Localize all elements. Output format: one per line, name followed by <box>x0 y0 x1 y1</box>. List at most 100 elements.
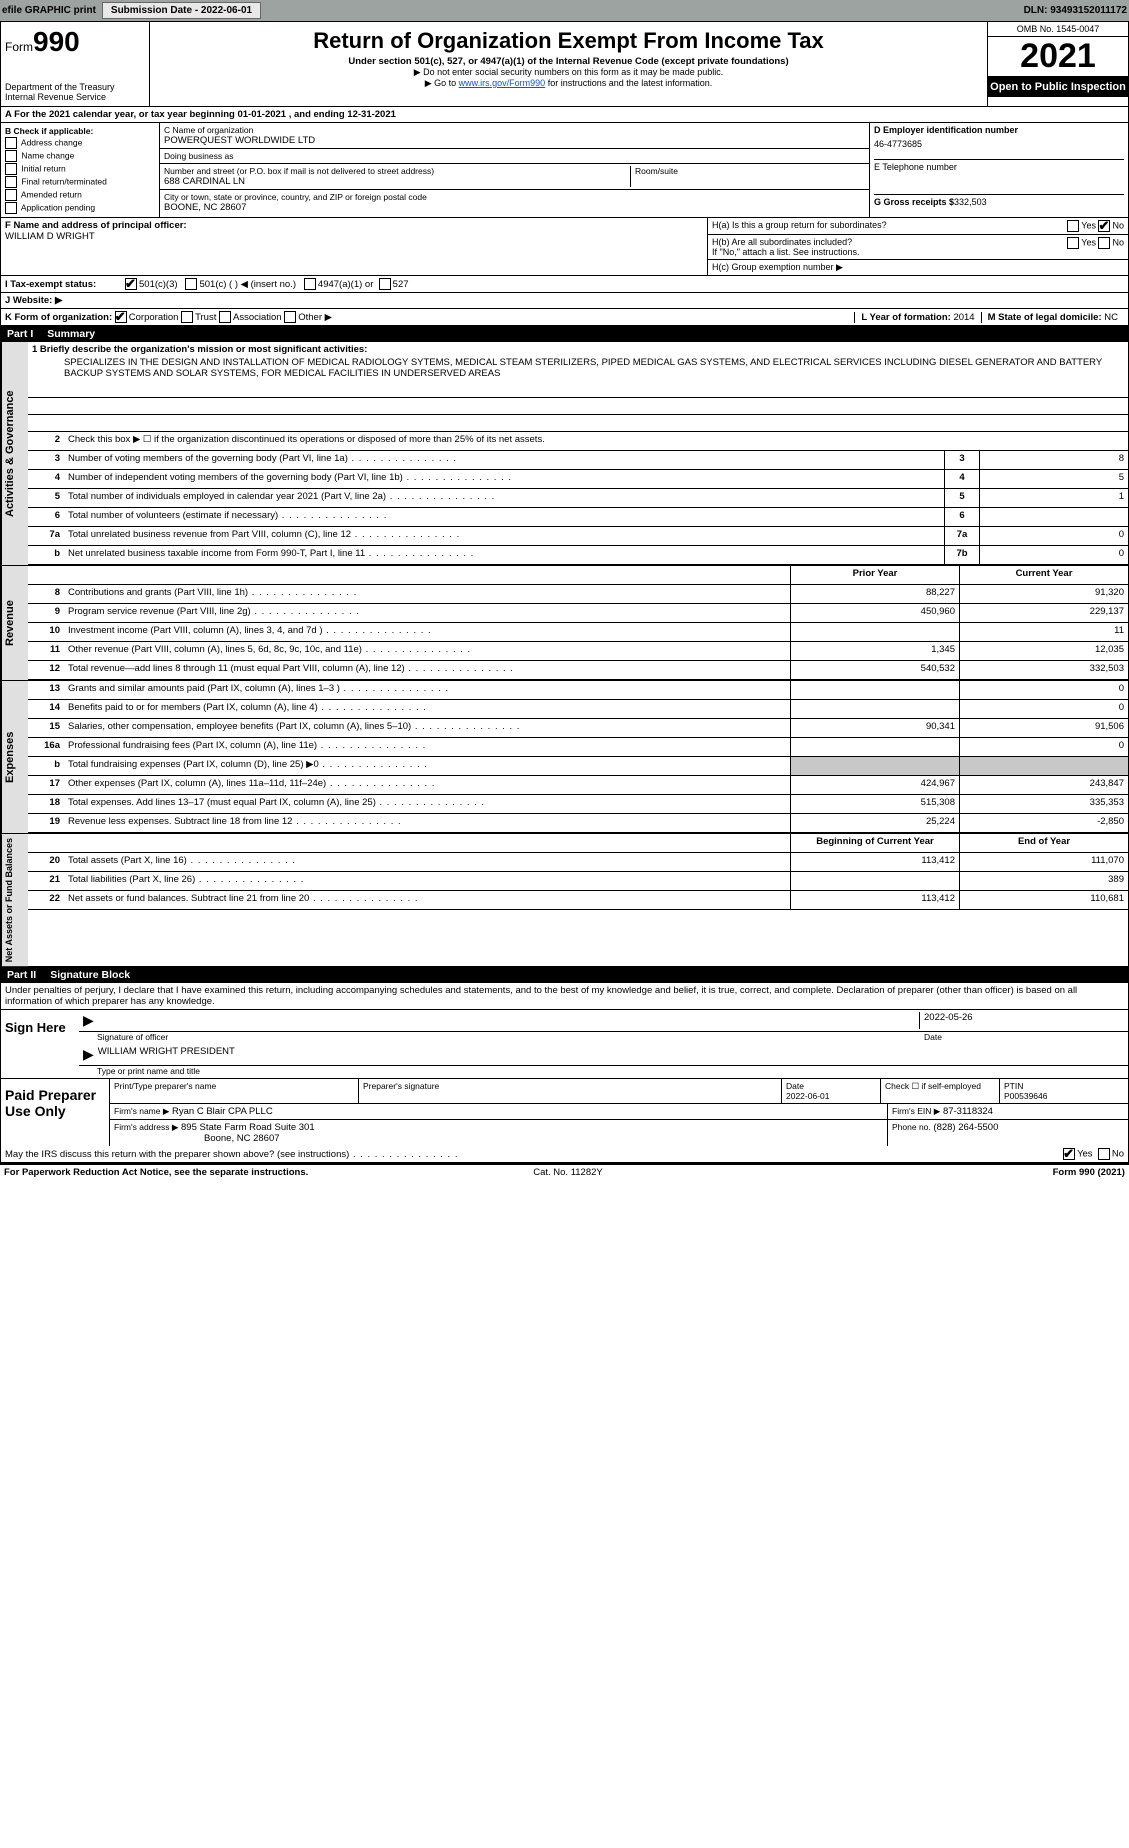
ha-label: H(a) Is this a group return for subordin… <box>712 220 1067 232</box>
block-h: H(a) Is this a group return for subordin… <box>707 218 1128 275</box>
part-ii-subtitle: Signature Block <box>50 969 130 981</box>
i-501c[interactable] <box>185 278 197 290</box>
table-row: 12 Total revenue—add lines 8 through 11 … <box>28 661 1128 680</box>
omb-number: OMB No. 1545-0047 <box>988 22 1128 37</box>
k-assoc[interactable] <box>219 311 231 323</box>
part-i-subtitle: Summary <box>47 328 95 340</box>
b-opt: Address change <box>5 137 155 149</box>
header-right: OMB No. 1545-0047 2021 Open to Public In… <box>987 22 1128 106</box>
form-ref: Form 990 (2021) <box>1053 1167 1125 1178</box>
paid-label: Paid Preparer Use Only <box>1 1079 110 1146</box>
i-527[interactable] <box>379 278 391 290</box>
ha-yes[interactable] <box>1067 220 1079 232</box>
table-row: b Net unrelated business taxable income … <box>28 546 1128 565</box>
b-opt: Application pending <box>5 202 155 214</box>
table-row: 4 Number of independent voting members o… <box>28 470 1128 489</box>
b-opt: Name change <box>5 150 155 162</box>
header-middle: Return of Organization Exempt From Incom… <box>150 22 987 106</box>
dba-label: Doing business as <box>164 151 865 161</box>
pp-date-label: Date <box>786 1081 804 1091</box>
l-label: L Year of formation: <box>861 312 950 323</box>
table-row: 20 Total assets (Part X, line 16) 113,41… <box>28 853 1128 872</box>
efile-topbar: efile GRAPHIC print Submission Date - 20… <box>0 0 1129 21</box>
name-title-label: Type or print name and title <box>79 1066 1128 1078</box>
submission-date-button[interactable]: Submission Date - 2022-06-01 <box>102 2 261 19</box>
b-opt: Amended return <box>5 189 155 201</box>
q1-label: 1 Briefly describe the organization's mi… <box>32 344 367 355</box>
table-row: 9 Program service revenue (Part VIII, li… <box>28 604 1128 623</box>
table-row: 14 Benefits paid to or for members (Part… <box>28 700 1128 719</box>
side-exp: Expenses <box>1 681 28 833</box>
table-row: 3 Number of voting members of the govern… <box>28 451 1128 470</box>
org-name: POWERQUEST WORLDWIDE LTD <box>164 135 865 146</box>
table-row: 5 Total number of individuals employed i… <box>28 489 1128 508</box>
arrow-icon: ▶ <box>83 1046 94 1063</box>
date-label: Date <box>924 1032 1124 1042</box>
table-row: 19 Revenue less expenses. Subtract line … <box>28 814 1128 833</box>
pra-notice: For Paperwork Reduction Act Notice, see … <box>4 1167 308 1178</box>
phone: (828) 264-5500 <box>933 1122 998 1133</box>
dept-label: Department of the Treasury <box>5 82 145 92</box>
k-other[interactable] <box>284 311 296 323</box>
table-row: 21 Total liabilities (Part X, line 26) 3… <box>28 872 1128 891</box>
k-trust[interactable] <box>181 311 193 323</box>
hb-no[interactable] <box>1098 237 1110 249</box>
pp-name-label: Print/Type preparer's name <box>114 1081 216 1091</box>
activities-governance: Activities & Governance 1 Briefly descri… <box>1 342 1128 566</box>
m-value: NC <box>1104 312 1118 323</box>
g-value: 332,503 <box>954 197 987 207</box>
part-i-title: Part I <box>7 328 33 340</box>
ptin-label: PTIN <box>1004 1081 1023 1091</box>
may-no[interactable] <box>1098 1148 1110 1160</box>
table-row: 11 Other revenue (Part VIII, column (A),… <box>28 642 1128 661</box>
officer-name: WILLIAM WRIGHT PRESIDENT <box>98 1046 235 1063</box>
form-subtitle: Under section 501(c), 527, or 4947(a)(1)… <box>156 56 981 67</box>
addr-label: Number and street (or P.O. box if mail i… <box>164 166 630 176</box>
may-yes[interactable] <box>1063 1148 1075 1160</box>
table-row: 8 Contributions and grants (Part VIII, l… <box>28 585 1128 604</box>
cat-no: Cat. No. 11282Y <box>533 1167 603 1178</box>
irs-link[interactable]: www.irs.gov/Form990 <box>459 78 546 88</box>
i-501c3[interactable] <box>125 278 137 290</box>
line-klm: K Form of organization: Corporation Trus… <box>1 309 1128 326</box>
table-row: 17 Other expenses (Part IX, column (A), … <box>28 776 1128 795</box>
q1-text: SPECIALIZES IN THE DESIGN AND INSTALLATI… <box>28 357 1128 381</box>
revenue-section: Revenue Prior Year Current Year 8 Contri… <box>1 566 1128 681</box>
k-corp[interactable] <box>115 311 127 323</box>
blank-line <box>28 398 1128 415</box>
prior-year-hdr: Prior Year <box>790 566 959 584</box>
firm-ein-label: Firm's EIN ▶ <box>892 1106 940 1116</box>
paid-preparer-section: Paid Preparer Use Only Print/Type prepar… <box>1 1079 1128 1146</box>
may-discuss: May the IRS discuss this return with the… <box>1 1146 1128 1163</box>
ha-no[interactable] <box>1098 220 1110 232</box>
block-c: C Name of organization POWERQUEST WORLDW… <box>160 123 869 217</box>
current-year-hdr: Current Year <box>959 566 1128 584</box>
table-row: 18 Total expenses. Add lines 13–17 (must… <box>28 795 1128 814</box>
q2: Check this box ▶ ☐ if the organization d… <box>64 432 1128 450</box>
form-title: Return of Organization Exempt From Incom… <box>156 28 981 54</box>
efile-label: efile GRAPHIC print <box>2 5 96 16</box>
may-label: May the IRS discuss this return with the… <box>5 1149 458 1160</box>
b-label: B Check if applicable: <box>5 126 93 136</box>
line-j: J Website: ▶ <box>1 293 1128 309</box>
firm-ein: 87-3118324 <box>943 1106 993 1117</box>
i-4947[interactable] <box>304 278 316 290</box>
sign-here-label: Sign Here <box>1 1010 79 1078</box>
i-label: I Tax-exempt status: <box>5 279 125 290</box>
j-label: J Website: ▶ <box>5 295 62 306</box>
line-a: A For the 2021 calendar year, or tax yea… <box>1 107 1128 123</box>
blank-line <box>28 381 1128 398</box>
c-name-label: C Name of organization <box>164 125 865 135</box>
m-label: M State of legal domicile: <box>988 312 1102 323</box>
hb-yes[interactable] <box>1067 237 1079 249</box>
d-label: D Employer identification number <box>874 125 1018 135</box>
f-value: WILLIAM D WRIGHT <box>5 231 703 242</box>
irs-label: Internal Revenue Service <box>5 92 145 102</box>
firm-addr2: Boone, NC 28607 <box>204 1133 280 1144</box>
form-990: Form990 Department of the Treasury Inter… <box>0 21 1129 1164</box>
side-rev: Revenue <box>1 566 28 680</box>
l-value: 2014 <box>953 312 974 323</box>
table-row: 15 Salaries, other compensation, employe… <box>28 719 1128 738</box>
table-row: 7a Total unrelated business revenue from… <box>28 527 1128 546</box>
line-i: I Tax-exempt status: 501(c)(3) 501(c) ( … <box>1 276 1128 293</box>
